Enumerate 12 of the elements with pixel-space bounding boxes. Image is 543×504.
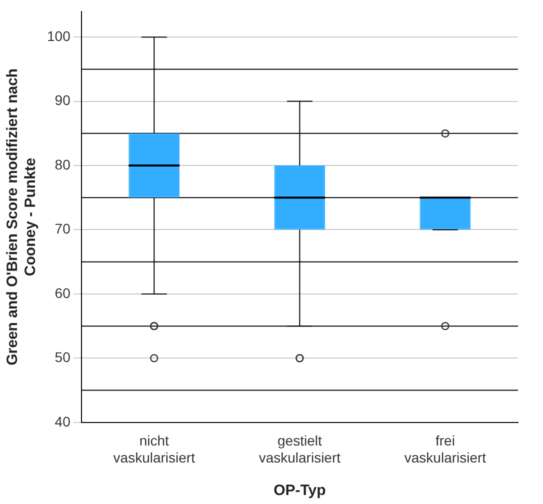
y-tick-label: 60 [54, 284, 71, 301]
y-tick-label: 90 [54, 92, 71, 108]
y-axis-title: Green and O'Brien Score modifiziert nach Cooney - Punkte [4, 68, 40, 366]
x-axis-title: OP-Typ [274, 482, 326, 500]
x-tick-label: gestielt vaskularisiert [258, 432, 341, 466]
y-tick-label: 40 [54, 413, 71, 430]
x-tick-label: frei vaskularisiert [404, 432, 486, 466]
y-tick-label: 50 [54, 349, 71, 366]
y-tick-label: 100 [47, 28, 71, 44]
x-tick-label: nicht vaskularisiert [113, 432, 196, 466]
y-tick-label: 80 [54, 156, 71, 172]
y-tick-label: 70 [54, 220, 71, 237]
